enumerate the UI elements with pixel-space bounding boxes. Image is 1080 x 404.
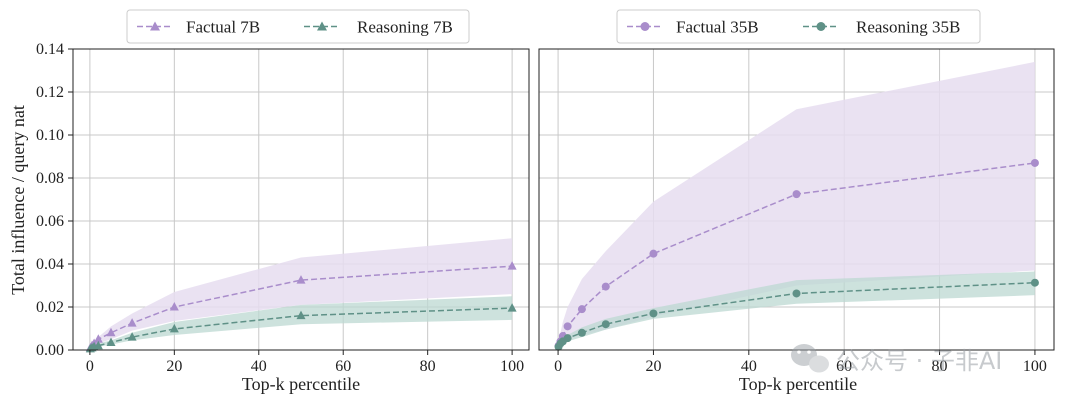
x-tick-label: 60	[836, 358, 852, 375]
y-tick-label: 0.06	[36, 213, 64, 230]
legend-label-reasoning-35b: Reasoning 35B	[856, 18, 960, 37]
data-point	[1030, 278, 1039, 287]
left-legend: Factual 7B Reasoning 7B	[126, 9, 470, 44]
right-markers	[554, 158, 1039, 351]
data-point	[93, 334, 103, 343]
right-legend-box	[616, 9, 981, 44]
right-legend: Factual 35B Reasoning 35B	[616, 9, 981, 44]
data-point	[169, 302, 179, 311]
y-tick-label: 0.00	[36, 342, 64, 359]
data-point	[649, 249, 658, 258]
x-tick-label: 20	[645, 358, 661, 375]
left-confidence-bands	[90, 238, 513, 350]
legend-item-reasoning-35b: Reasoning 35B	[803, 18, 960, 37]
y-axis-label: Total influence / query nat	[8, 105, 28, 295]
right-x-axis-label: Top-k percentile	[739, 374, 857, 394]
data-point	[127, 318, 137, 327]
x-tick-label: 0	[554, 358, 562, 375]
legend-item-reasoning-7b: Reasoning 7B	[304, 18, 453, 37]
series-line-factual-35b	[557, 162, 1036, 347]
x-tick-label: 40	[741, 358, 757, 375]
y-tick-label: 0.02	[36, 299, 64, 316]
left-legend-box	[126, 9, 470, 44]
data-point	[169, 323, 179, 333]
legend-marker-factual-7b	[150, 21, 160, 31]
legend-marker-reasoning-35b	[816, 22, 826, 31]
watermark: 公众号 · 子非AI	[791, 344, 1002, 375]
x-tick-label: 80	[420, 358, 436, 375]
legend-label-factual-7b: Factual 7B	[186, 18, 260, 37]
data-point	[296, 310, 306, 320]
x-tick-label: 100	[500, 358, 524, 375]
y-tick-label: 0.14	[36, 41, 64, 58]
legend-marker-reasoning-7b	[317, 21, 327, 31]
left-x-axis-label: Top-k percentile	[242, 374, 360, 394]
legend-marker-factual-35b	[640, 22, 650, 31]
confidence-band-factual-7b	[90, 238, 513, 349]
data-point	[792, 289, 801, 298]
left-panel: 0 20 40 60 80 100 0.00 0.02 0.04 0.06 0.08 0.10 0.1…	[8, 9, 530, 394]
left-x-ticks: 0 20 40 60 80 100	[86, 350, 524, 375]
data-point	[563, 322, 572, 331]
x-tick-label: 60	[335, 358, 351, 375]
data-point	[792, 190, 801, 199]
x-tick-label: 100	[1023, 358, 1047, 375]
confidence-band-reasoning-35b	[558, 271, 1035, 348]
confidence-band-reasoning-7b	[90, 296, 513, 350]
legend-item-factual-35b: Factual 35B	[627, 18, 759, 37]
data-point	[507, 303, 517, 312]
y-tick-label: 0.08	[36, 170, 64, 187]
data-point	[563, 334, 572, 343]
legend-item-factual-7b: Factual 7B	[137, 18, 260, 37]
x-tick-label: 20	[166, 358, 182, 375]
left-y-ticks: 0.00 0.02 0.04 0.06 0.08 0.10 0.12 0.14	[36, 41, 73, 359]
data-point	[577, 305, 586, 314]
watermark-text: 公众号 · 子非AI	[836, 347, 1002, 375]
data-point	[296, 275, 306, 284]
data-point	[601, 282, 610, 291]
y-tick-label: 0.12	[36, 84, 64, 101]
data-point	[577, 328, 586, 337]
data-point	[1030, 158, 1039, 167]
left-plot-frame	[72, 48, 530, 351]
right-x-ticks: 0 20 40 60 80 100	[554, 350, 1047, 375]
legend-label-reasoning-7b: Reasoning 7B	[357, 18, 453, 37]
data-point	[601, 320, 610, 329]
right-panel: 0 20 40 60 80 100 Top-k percentile Factual 35…	[538, 9, 1055, 394]
data-point	[106, 337, 116, 346]
x-tick-label: 40	[251, 358, 267, 375]
left-markers	[85, 261, 517, 353]
data-point	[93, 340, 103, 350]
data-point	[649, 309, 658, 318]
wechat-icon	[791, 344, 829, 373]
data-point	[106, 327, 116, 337]
data-point	[507, 261, 517, 270]
legend-label-factual-35b: Factual 35B	[676, 18, 759, 37]
y-tick-label: 0.04	[36, 256, 64, 273]
x-tick-label: 80	[932, 358, 948, 375]
x-tick-label: 0	[86, 358, 94, 375]
confidence-band-factual-35b	[558, 61, 1035, 348]
data-point	[127, 332, 137, 341]
y-tick-label: 0.10	[36, 127, 64, 144]
right-confidence-bands	[558, 61, 1035, 348]
